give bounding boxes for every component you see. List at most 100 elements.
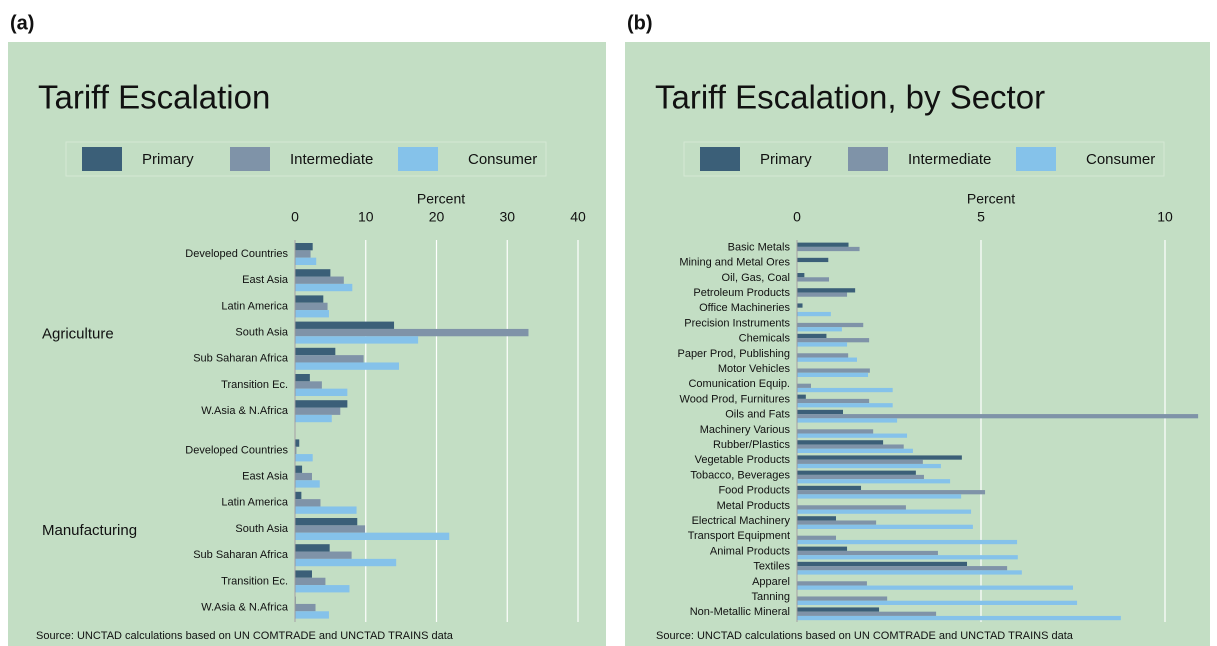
bar	[797, 353, 849, 358]
bar	[295, 544, 330, 552]
bar	[295, 321, 395, 329]
bar	[295, 525, 366, 533]
bar	[295, 242, 313, 251]
bar	[797, 546, 848, 551]
legend-swatch	[1016, 147, 1056, 171]
bar	[295, 454, 313, 462]
bar	[797, 448, 913, 453]
bar	[295, 362, 400, 370]
bar	[797, 509, 972, 514]
y-tick-label: Office Machineries	[699, 302, 790, 314]
bar	[797, 429, 874, 434]
legend-box	[683, 141, 1165, 177]
bar	[797, 485, 862, 491]
group-label: Agriculture	[42, 326, 114, 343]
bar	[797, 474, 924, 480]
y-tick-label: Sub Saharan Africa	[193, 353, 289, 365]
y-tick-label: South Asia	[235, 523, 288, 535]
y-tick-label: Mining and Metal Ores	[679, 257, 790, 269]
group-label: Manufacturing	[42, 522, 137, 539]
source-note: Source: UNCTAD calculations based on UN …	[36, 630, 454, 642]
x-axis-label: Percent	[967, 191, 1015, 207]
bar	[295, 558, 397, 567]
bar	[295, 577, 326, 586]
bar	[797, 479, 951, 484]
bar	[797, 581, 867, 586]
bar	[797, 372, 869, 377]
legend-swatch	[82, 147, 122, 171]
y-tick-label: W.Asia & N.Africa	[201, 405, 289, 417]
bar	[797, 394, 806, 399]
bar	[797, 596, 888, 601]
x-axis-label: Percent	[417, 191, 465, 207]
bar	[797, 338, 870, 343]
y-tick-label: Tobacco, Beverages	[690, 469, 790, 481]
bar	[295, 388, 348, 397]
bar	[797, 470, 916, 475]
bar	[797, 570, 1022, 575]
chart-title: Tariff Escalation, by Sector	[655, 79, 1045, 116]
legend-label: Primary	[760, 151, 812, 168]
x-tick-label: 30	[499, 209, 515, 225]
bar	[797, 600, 1078, 605]
bar	[797, 292, 848, 297]
y-tick-label: Paper Prod, Publishing	[677, 348, 790, 360]
bar	[797, 418, 898, 423]
y-tick-label: Apparel	[752, 576, 790, 588]
bar	[295, 439, 300, 447]
x-tick-label: 40	[570, 209, 586, 225]
y-tick-label: Basic Metals	[728, 241, 791, 253]
bar	[295, 611, 329, 619]
bar	[295, 491, 302, 500]
x-tick-label: 10	[358, 209, 374, 225]
y-tick-label: Animal Products	[710, 545, 791, 557]
y-tick-label: Metal Products	[717, 500, 791, 512]
bar	[295, 276, 344, 284]
bar	[797, 246, 860, 252]
y-tick-label: East Asia	[242, 471, 289, 483]
bar	[295, 373, 310, 382]
bar	[797, 455, 962, 460]
bar	[797, 242, 849, 247]
bar	[797, 505, 906, 510]
bar	[295, 355, 364, 363]
bar	[295, 328, 529, 337]
bar	[295, 551, 352, 559]
y-tick-label: Latin America	[221, 300, 289, 312]
y-tick-label: Sub Saharan Africa	[193, 549, 289, 561]
bar	[295, 480, 320, 488]
bar	[797, 539, 1018, 545]
legend-box	[65, 141, 547, 177]
bar	[797, 440, 884, 445]
bar	[797, 414, 1199, 419]
bar	[295, 506, 357, 514]
source-note: Source: UNCTAD calculations based on UN …	[656, 630, 1074, 642]
bar	[295, 517, 358, 526]
bar	[797, 561, 968, 567]
y-tick-label: Transition Ec.	[221, 379, 288, 391]
bar	[295, 250, 311, 258]
bar	[295, 603, 316, 612]
bar	[295, 472, 312, 481]
legend-label: Intermediate	[908, 151, 991, 168]
y-tick-label: W.Asia & N.Africa	[201, 602, 289, 614]
y-tick-label: Food Products	[718, 485, 790, 497]
x-tick-label: 0	[291, 209, 299, 225]
panel-background	[625, 42, 1210, 646]
x-tick-label: 20	[429, 209, 445, 225]
y-tick-label: Comunication Equip.	[688, 378, 790, 390]
bar	[295, 295, 324, 303]
y-tick-label: Developed Countries	[185, 444, 288, 456]
bar	[295, 570, 312, 578]
bar	[797, 398, 870, 404]
y-tick-label: Tanning	[751, 591, 790, 603]
bar	[797, 327, 842, 332]
bar	[797, 342, 848, 347]
bar	[797, 566, 1008, 571]
bar	[797, 520, 877, 525]
bar	[797, 273, 805, 278]
bar	[797, 494, 962, 499]
y-tick-label: Petroleum Products	[693, 287, 790, 299]
bar	[797, 459, 923, 464]
